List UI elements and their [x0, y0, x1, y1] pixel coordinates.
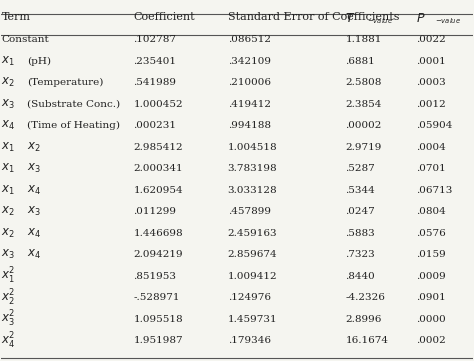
- Text: .0012: .0012: [416, 100, 446, 109]
- Text: $x_{4}$: $x_{4}$: [27, 184, 41, 197]
- Text: .5287: .5287: [346, 164, 375, 173]
- Text: -.528971: -.528971: [133, 293, 180, 302]
- Text: .06713: .06713: [416, 186, 453, 195]
- Text: (Substrate Conc.): (Substrate Conc.): [27, 100, 120, 109]
- Text: .086512: .086512: [228, 35, 271, 44]
- Text: $x_{3}$: $x_{3}$: [1, 97, 15, 111]
- Text: .7323: .7323: [346, 250, 375, 259]
- Text: $x_{2}$: $x_{2}$: [1, 76, 15, 89]
- Text: $x_{1}$: $x_{1}$: [1, 162, 15, 175]
- Text: -4.2326: -4.2326: [346, 293, 385, 302]
- Text: .00002: .00002: [346, 121, 382, 130]
- Text: $x_{2}$: $x_{2}$: [1, 227, 15, 240]
- Text: .0001: .0001: [416, 57, 446, 66]
- Text: $x_{4}^{2}$: $x_{4}^{2}$: [1, 331, 16, 351]
- Text: $_{-value}$: $_{-value}$: [366, 17, 393, 26]
- Text: 3.033128: 3.033128: [228, 186, 277, 195]
- Text: .0901: .0901: [416, 293, 446, 302]
- Text: 1.446698: 1.446698: [133, 229, 183, 238]
- Text: .0576: .0576: [416, 229, 446, 238]
- Text: 2.9719: 2.9719: [346, 143, 382, 152]
- Text: .541989: .541989: [133, 78, 176, 87]
- Text: 1.951987: 1.951987: [133, 336, 183, 345]
- Text: .0247: .0247: [346, 207, 375, 216]
- Text: $x_{2}$: $x_{2}$: [27, 141, 41, 154]
- Text: .342109: .342109: [228, 57, 271, 66]
- Text: .5883: .5883: [346, 229, 375, 238]
- Text: .0003: .0003: [416, 78, 446, 87]
- Text: $T$: $T$: [346, 12, 356, 25]
- Text: .994188: .994188: [228, 121, 271, 130]
- Text: .0000: .0000: [416, 315, 446, 323]
- Text: .0004: .0004: [416, 143, 446, 152]
- Text: 1.009412: 1.009412: [228, 271, 277, 280]
- Text: .851953: .851953: [133, 271, 176, 280]
- Text: $x_{1}$: $x_{1}$: [1, 141, 15, 154]
- Text: Constant: Constant: [1, 35, 49, 44]
- Text: $x_{4}$: $x_{4}$: [27, 248, 41, 261]
- Text: .124976: .124976: [228, 293, 271, 302]
- Text: 1.620954: 1.620954: [133, 186, 183, 195]
- Text: .6881: .6881: [346, 57, 375, 66]
- Text: (pH): (pH): [27, 57, 51, 66]
- Text: $x_{4}$: $x_{4}$: [1, 119, 16, 132]
- Text: 2.8996: 2.8996: [346, 315, 382, 323]
- Text: 1.000452: 1.000452: [133, 100, 183, 109]
- Text: 1.1881: 1.1881: [346, 35, 382, 44]
- Text: 1.459731: 1.459731: [228, 315, 277, 323]
- Text: .0009: .0009: [416, 271, 446, 280]
- Text: 2.3854: 2.3854: [346, 100, 382, 109]
- Text: $x_{1}$: $x_{1}$: [1, 184, 15, 197]
- Text: (Temperature): (Temperature): [27, 78, 104, 87]
- Text: .210006: .210006: [228, 78, 271, 87]
- Text: 1.004518: 1.004518: [228, 143, 277, 152]
- Text: .0701: .0701: [416, 164, 446, 173]
- Text: 1.095518: 1.095518: [133, 315, 183, 323]
- Text: .0022: .0022: [416, 35, 446, 44]
- Text: .457899: .457899: [228, 207, 271, 216]
- Text: Standard Error of Coefficients: Standard Error of Coefficients: [228, 12, 399, 22]
- Text: $x_{3}$: $x_{3}$: [27, 162, 41, 175]
- Text: .179346: .179346: [228, 336, 271, 345]
- Text: $x_{1}$: $x_{1}$: [1, 55, 15, 68]
- Text: $x_{3}^{2}$: $x_{3}^{2}$: [1, 309, 16, 329]
- Text: Term: Term: [1, 12, 30, 22]
- Text: 2.985412: 2.985412: [133, 143, 183, 152]
- Text: .011299: .011299: [133, 207, 176, 216]
- Text: $P$: $P$: [416, 12, 426, 25]
- Text: $x_{1}^{2}$: $x_{1}^{2}$: [1, 266, 16, 286]
- Text: .0804: .0804: [416, 207, 446, 216]
- Text: $x_{3}$: $x_{3}$: [27, 205, 41, 218]
- Text: .8440: .8440: [346, 271, 375, 280]
- Text: 2.5808: 2.5808: [346, 78, 382, 87]
- Text: .000231: .000231: [133, 121, 176, 130]
- Text: (Time of Heating): (Time of Heating): [27, 121, 120, 130]
- Text: $x_{2}^{2}$: $x_{2}^{2}$: [1, 288, 16, 308]
- Text: $x_{4}$: $x_{4}$: [27, 227, 41, 240]
- Text: 2.459163: 2.459163: [228, 229, 277, 238]
- Text: $x_{3}$: $x_{3}$: [1, 248, 15, 261]
- Text: .05904: .05904: [416, 121, 453, 130]
- Text: $x_{2}$: $x_{2}$: [1, 205, 15, 218]
- Text: 3.783198: 3.783198: [228, 164, 277, 173]
- Text: .102787: .102787: [133, 35, 176, 44]
- Text: 16.1674: 16.1674: [346, 336, 388, 345]
- Text: Coefficient: Coefficient: [133, 12, 195, 22]
- Text: .0159: .0159: [416, 250, 446, 259]
- Text: 2.859674: 2.859674: [228, 250, 277, 259]
- Text: .419412: .419412: [228, 100, 271, 109]
- Text: 2.094219: 2.094219: [133, 250, 183, 259]
- Text: .235401: .235401: [133, 57, 176, 66]
- Text: .0002: .0002: [416, 336, 446, 345]
- Text: 2.000341: 2.000341: [133, 164, 183, 173]
- Text: .5344: .5344: [346, 186, 375, 195]
- Text: $_{-value}$: $_{-value}$: [435, 17, 461, 26]
